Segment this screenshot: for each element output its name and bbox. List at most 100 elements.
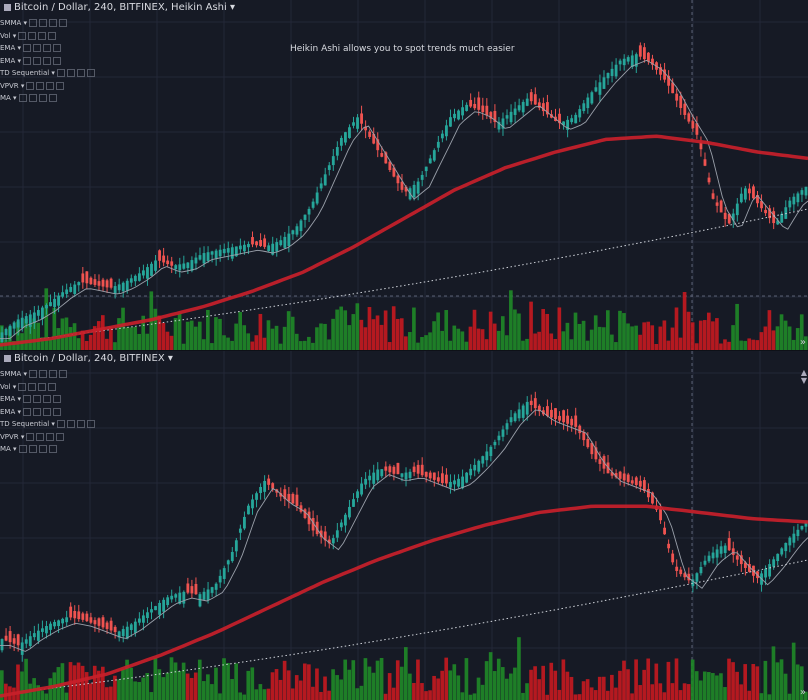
indicator-settings-icon[interactable] — [56, 69, 65, 78]
indicator-settings-icon[interactable] — [18, 445, 27, 454]
indicator-settings-icon[interactable] — [48, 94, 57, 103]
indicator-settings-icon[interactable] — [43, 56, 51, 65]
scroll-arrows-icon[interactable]: ▲ ▼ — [800, 368, 807, 385]
indicator-row[interactable]: SMMA ▾ — [0, 368, 95, 381]
indicator-settings-icon[interactable] — [23, 44, 31, 53]
candle-body — [618, 60, 622, 65]
indicator-settings-icon[interactable] — [53, 56, 61, 65]
indicator-settings-icon[interactable] — [18, 31, 27, 40]
indicator-settings-icon[interactable] — [59, 19, 68, 28]
indicator-settings-icon[interactable] — [39, 370, 48, 379]
indicator-settings-icon[interactable] — [38, 94, 47, 103]
indicator-row[interactable]: TD Sequential ▾ — [0, 67, 95, 80]
indicator-settings-icon[interactable] — [28, 31, 37, 40]
indicator-settings-icon[interactable] — [23, 56, 31, 65]
indicator-settings-icon[interactable] — [46, 432, 55, 441]
indicator-settings-icon[interactable] — [86, 420, 95, 429]
indicator-settings-icon[interactable] — [48, 31, 57, 40]
indicator-settings-icon[interactable] — [28, 94, 37, 103]
indicator-settings-icon[interactable] — [28, 445, 37, 454]
indicator-row[interactable]: MA ▾ — [0, 443, 95, 456]
indicator-settings-icon[interactable] — [33, 407, 41, 416]
indicator-settings-icon[interactable] — [43, 407, 51, 416]
indicator-row[interactable]: EMA ▾ — [0, 42, 95, 55]
indicator-settings-icon[interactable] — [46, 81, 55, 90]
indicator-settings-icon[interactable] — [36, 81, 45, 90]
indicator-row[interactable]: SMMA ▾ — [0, 17, 95, 30]
indicator-settings-icon[interactable] — [66, 420, 75, 429]
indicator-settings-icon[interactable] — [76, 420, 85, 429]
indicator-settings-icon[interactable] — [49, 370, 58, 379]
indicator-settings-icon[interactable] — [43, 395, 51, 404]
collapse-square-icon[interactable] — [4, 354, 11, 362]
indicator-settings-icon[interactable] — [56, 432, 65, 441]
collapse-square-icon[interactable] — [4, 3, 11, 11]
candle-body — [271, 243, 275, 255]
indicator-settings-icon[interactable] — [18, 94, 27, 103]
indicator-row[interactable]: EMA ▾ — [0, 55, 95, 68]
candle-body — [315, 521, 319, 535]
candle-body — [800, 190, 804, 195]
indicator-settings-icon[interactable] — [43, 44, 51, 53]
expand-chart-button[interactable]: » — [799, 687, 806, 698]
chart-title[interactable]: Bitcoin / Dollar, 240, BITFINEX, Heikin … — [4, 2, 235, 13]
indicator-settings-icon[interactable] — [53, 395, 61, 404]
indicator-settings-icon[interactable] — [59, 370, 68, 379]
indicator-row[interactable]: VPVR ▾ — [0, 431, 95, 444]
candle-body — [61, 292, 65, 297]
indicator-row[interactable]: EMA ▾ — [0, 393, 95, 406]
expand-chart-button[interactable]: » — [799, 337, 806, 348]
volume-bar — [424, 335, 428, 350]
indicator-settings-icon[interactable] — [38, 445, 47, 454]
indicator-row[interactable]: VPVR ▾ — [0, 80, 95, 93]
indicator-settings-icon[interactable] — [18, 382, 27, 391]
indicator-settings-icon[interactable] — [49, 19, 58, 28]
volume-bar — [618, 670, 622, 700]
candle-body — [493, 441, 497, 446]
candle-body — [533, 94, 537, 105]
volume-bar — [521, 692, 525, 700]
volume-bar — [226, 662, 230, 700]
chart-title[interactable]: Bitcoin / Dollar, 240, BITFINEX ▾ — [4, 353, 173, 364]
indicator-settings-icon[interactable] — [29, 19, 38, 28]
volume-bar — [387, 342, 392, 350]
indicator-row[interactable]: Vol ▾ — [0, 381, 95, 394]
indicator-settings-icon[interactable] — [33, 56, 41, 65]
indicator-settings-icon[interactable] — [53, 407, 61, 416]
volume-bar — [779, 314, 784, 350]
indicator-settings-icon[interactable] — [36, 432, 45, 441]
volume-bar — [484, 661, 489, 700]
volume-bar — [363, 327, 368, 350]
chevron-down-icon[interactable]: ▾ — [167, 353, 173, 364]
indicator-settings-icon[interactable] — [26, 81, 35, 90]
indicator-row[interactable]: Vol ▾ — [0, 30, 95, 43]
indicator-settings-icon[interactable] — [39, 19, 48, 28]
indicator-settings-icon[interactable] — [66, 69, 75, 78]
indicator-settings-icon[interactable] — [29, 370, 38, 379]
indicator-settings-icon[interactable] — [38, 31, 47, 40]
indicator-row[interactable]: EMA ▾ — [0, 406, 95, 419]
indicator-settings-icon[interactable] — [23, 407, 31, 416]
heikin-ashi-chart-pane[interactable]: Bitcoin / Dollar, 240, BITFINEX, Heikin … — [0, 0, 808, 350]
indicator-row[interactable]: TD Sequential ▾ — [0, 418, 95, 431]
indicator-settings-icon[interactable] — [28, 382, 37, 391]
indicator-settings-icon[interactable] — [33, 395, 41, 404]
indicator-settings-icon[interactable] — [23, 395, 31, 404]
indicator-settings-icon[interactable] — [38, 382, 47, 391]
candlestick-chart-pane[interactable]: Bitcoin / Dollar, 240, BITFINEX ▾ SMMA ▾… — [0, 350, 808, 700]
candlestick-price-plot[interactable] — [0, 351, 808, 700]
heikin-ashi-price-plot[interactable] — [0, 0, 808, 350]
indicator-settings-icon[interactable] — [76, 69, 85, 78]
indicator-settings-icon[interactable] — [86, 69, 95, 78]
indicator-settings-icon[interactable] — [56, 81, 65, 90]
indicator-row[interactable]: MA ▾ — [0, 92, 95, 105]
indicator-settings-icon[interactable] — [48, 445, 57, 454]
chevron-down-icon[interactable]: ▾ — [229, 2, 235, 13]
indicator-settings-icon[interactable] — [48, 382, 57, 391]
volume-bar — [20, 671, 24, 700]
indicator-settings-icon[interactable] — [53, 44, 61, 53]
indicator-settings-icon[interactable] — [26, 432, 35, 441]
indicator-settings-icon[interactable] — [56, 420, 65, 429]
indicator-settings-icon[interactable] — [33, 44, 41, 53]
